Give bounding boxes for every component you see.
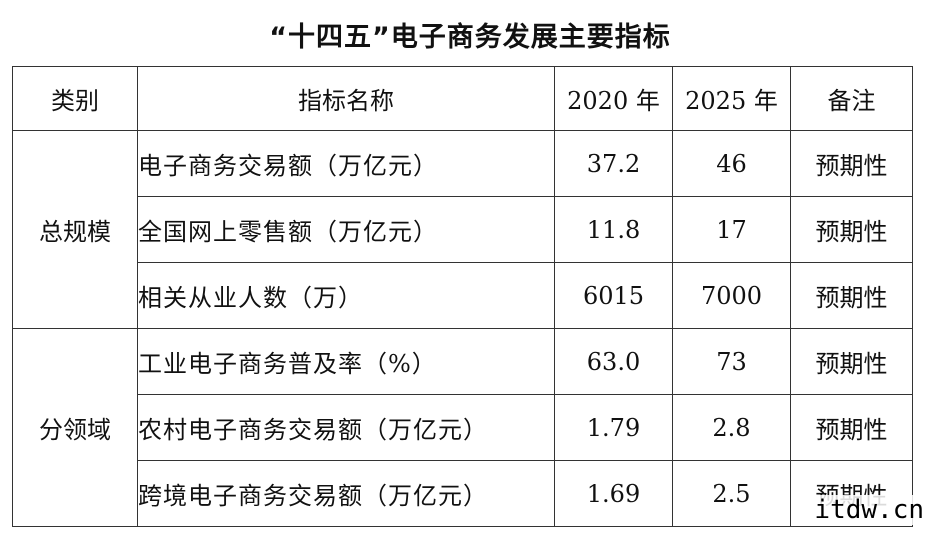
header-year-2025: 2025 年 bbox=[672, 66, 791, 131]
category-cell: 总规模 bbox=[12, 130, 138, 329]
site-watermark: itdw.cn bbox=[812, 495, 926, 525]
value-2020-cell: 37.2 bbox=[554, 130, 673, 197]
indicator-name-cell: 跨境电子商务交易额（万亿元） bbox=[137, 460, 555, 527]
indicator-name-cell: 工业电子商务普及率（%） bbox=[137, 328, 555, 395]
table-header-row: 类别 指标名称 2020 年 2025 年 备注 bbox=[12, 66, 913, 131]
table-row: 跨境电子商务交易额（万亿元） 1.69 2.5 预期性 bbox=[13, 460, 913, 527]
value-2025-cell: 73 bbox=[672, 328, 791, 395]
indicators-table: 类别 指标名称 2020 年 2025 年 备注 总规模 电子商务交易额（万亿元… bbox=[12, 66, 913, 527]
header-category: 类别 bbox=[12, 66, 138, 131]
note-cell: 预期性 bbox=[790, 394, 913, 461]
header-year-2020: 2020 年 bbox=[554, 66, 673, 131]
value-2020-cell: 11.8 bbox=[554, 196, 673, 263]
note-cell: 预期性 bbox=[790, 328, 913, 395]
note-cell: 预期性 bbox=[790, 130, 913, 197]
value-2025-cell: 7000 bbox=[672, 262, 791, 329]
value-2025-cell: 17 bbox=[672, 196, 791, 263]
table-row: 农村电子商务交易额（万亿元） 1.79 2.8 预期性 bbox=[13, 394, 913, 461]
table-row: 总规模 电子商务交易额（万亿元） 37.2 46 预期性 bbox=[12, 130, 913, 329]
table-row: 相关从业人数（万） 6015 7000 预期性 bbox=[13, 262, 913, 329]
note-cell: 预期性 bbox=[790, 262, 913, 329]
table-row: 分领域 工业电子商务普及率（%） 63.0 73 预期性 bbox=[12, 328, 913, 527]
value-2025-cell: 46 bbox=[672, 130, 791, 197]
category-cell: 分领域 bbox=[12, 328, 138, 527]
value-2020-cell: 6015 bbox=[554, 262, 673, 329]
document-title: “十四五”电子商务发展主要指标 bbox=[269, 22, 671, 53]
header-note: 备注 bbox=[790, 66, 913, 131]
value-2020-cell: 1.69 bbox=[554, 460, 673, 527]
value-2020-cell: 1.79 bbox=[554, 394, 673, 461]
value-2025-cell: 2.8 bbox=[672, 394, 791, 461]
indicator-name-cell: 农村电子商务交易额（万亿元） bbox=[137, 394, 555, 461]
value-2025-cell: 2.5 bbox=[672, 460, 791, 527]
indicator-name-cell: 相关从业人数（万） bbox=[137, 262, 555, 329]
indicator-name-cell: 全国网上零售额（万亿元） bbox=[137, 196, 555, 263]
header-indicator-name: 指标名称 bbox=[137, 66, 555, 131]
value-2020-cell: 63.0 bbox=[554, 328, 673, 395]
note-cell: 预期性 bbox=[790, 196, 913, 263]
indicator-name-cell: 电子商务交易额（万亿元） bbox=[137, 130, 555, 197]
table-row: 全国网上零售额（万亿元） 11.8 17 预期性 bbox=[13, 196, 913, 263]
